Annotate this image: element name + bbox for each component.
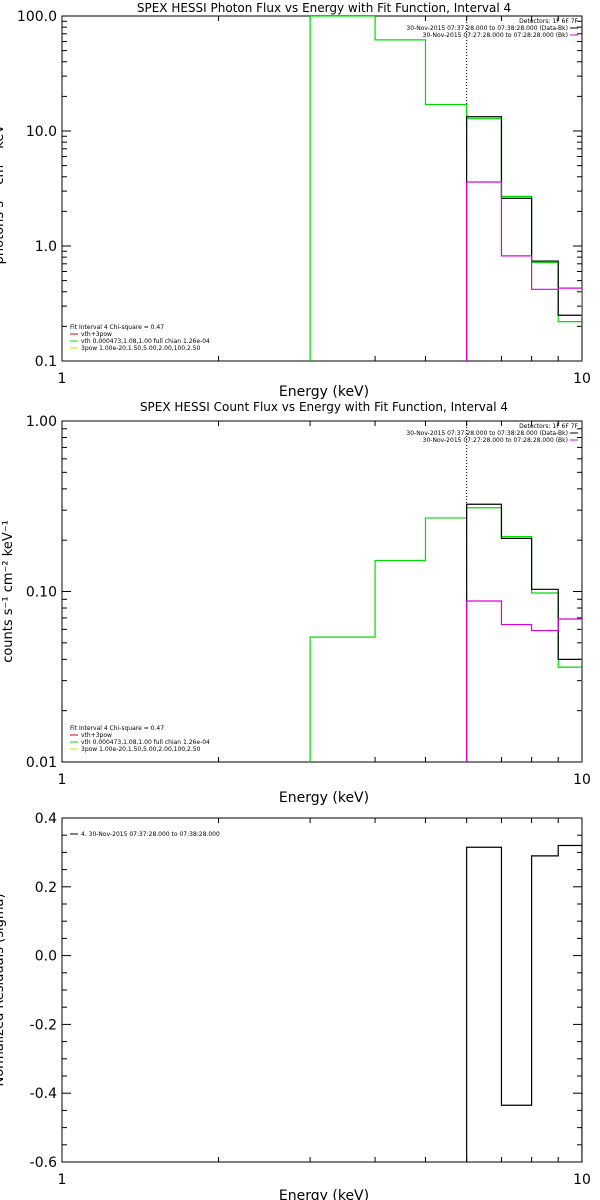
- series-1: [309, 16, 582, 361]
- plot-frame: [61, 15, 583, 362]
- header-note: Detectors: 1F 6F 7F: [519, 18, 578, 25]
- x-tick-label: 10: [573, 371, 591, 387]
- y-tick-label: 0.01: [26, 755, 57, 771]
- y-tick-label: 1.0: [35, 239, 57, 255]
- series-step-line: [309, 507, 582, 762]
- y-tick-label: 0.10: [26, 585, 57, 601]
- plot-frame: [61, 817, 583, 1163]
- legend-entry: Fit Interval 4 Chi-square = 0.47: [70, 725, 164, 732]
- legend-entry: vth 0.000473,1.08,1.00 full chian 1.26e-…: [81, 739, 210, 746]
- x-axis-label: Energy (keV): [279, 790, 369, 806]
- chart-title: SPEX HESSI Count Flux vs Energy with Fit…: [140, 400, 508, 414]
- x-axis-label: Energy (keV): [279, 384, 369, 400]
- series-step-line: [466, 600, 582, 762]
- series-2: [466, 116, 582, 361]
- y-tick-label: 1.00: [26, 414, 57, 430]
- legend-entry: 3pow 1.00e-20,1.50,5.00,2.00,100,2.50: [81, 345, 201, 352]
- header-note: 30-Nov-2015 07:27:28.000 to 07:28:28.000…: [423, 437, 568, 444]
- chart-panel-3: 1 10 -0.6 -0.4 -0.2 0.0 0.2 0.4 Energy (keV) Norm…: [0, 811, 591, 1200]
- series-step-line: [309, 16, 582, 361]
- legend-entry: Fit Interval 4 Chi-square = 0.47: [70, 324, 164, 331]
- y-axis-label: photons s⁻¹ cm⁻² keV⁻¹: [0, 113, 7, 265]
- y-tick-label: 0.0: [35, 949, 57, 965]
- x-axis-label: Energy (keV): [279, 1188, 369, 1200]
- y-axis-label: counts s⁻¹ cm⁻² keV⁻¹: [1, 520, 16, 663]
- y-tick-label: 0.2: [35, 880, 57, 896]
- series-2: [466, 503, 582, 762]
- chart-panel-2: 1 10 0.01 0.10 1.00 SPEX HESSI Count Flux vs …: [1, 400, 591, 806]
- legend-entry: 3pow 1.00e-20,1.50,5.00,2.00,100,2.50: [81, 746, 201, 753]
- legend-entry: 4. 30-Nov-2015 07:37:28.000 to 07:38:28.…: [81, 831, 220, 838]
- y-tick-label: 0.1: [35, 354, 57, 370]
- header-note: 30-Nov-2015 07:27:28.000 to 07:28:28.000…: [423, 32, 568, 39]
- series-step-line: [466, 503, 582, 762]
- header-note: Detectors: 1F 6F 7F: [519, 423, 578, 430]
- series-3: [466, 181, 582, 361]
- x-tick-label: 10: [573, 1172, 591, 1188]
- header-note: 30-Nov-2015 07:37:28.000 to 07:38:28.000…: [406, 430, 568, 437]
- x-tick-label: 10: [573, 772, 591, 788]
- x-tick-label: 1: [58, 371, 67, 387]
- series-3: [466, 600, 582, 762]
- legend-entry: vth+3pow: [81, 732, 112, 739]
- legend-entry: vth+3pow: [81, 331, 112, 338]
- header-note: 30-Nov-2015 07:37:28.000 to 07:38:28.000…: [406, 25, 568, 32]
- series-1: [309, 507, 582, 762]
- series-step-line: [466, 181, 582, 361]
- y-tick-label: 0.4: [35, 811, 57, 827]
- y-tick-label: 100.0: [17, 9, 57, 25]
- series-step-line: [466, 844, 582, 1162]
- y-tick-label: -0.4: [30, 1086, 57, 1102]
- y-tick-label: -0.2: [30, 1017, 57, 1033]
- chart-panel-1: 1 10 0.1 1.0 10.0 100.0 SPEX HESSI Photon Flux…: [0, 1, 591, 400]
- x-tick-label: 1: [58, 1172, 67, 1188]
- x-tick-label: 1: [58, 772, 67, 788]
- legend-entry: vth 0.000473,1.08,1.00 full chian 1.26e-…: [81, 338, 210, 345]
- series-step-line: [466, 116, 582, 361]
- chart-title: SPEX HESSI Photon Flux vs Energy with Fi…: [137, 1, 511, 15]
- series-1: [466, 844, 582, 1162]
- plot-frame: [61, 420, 583, 763]
- y-tick-label: 10.0: [26, 124, 57, 140]
- y-axis-label: Normalized Residuals (sigma): [0, 893, 7, 1086]
- y-tick-label: -0.6: [30, 1155, 57, 1171]
